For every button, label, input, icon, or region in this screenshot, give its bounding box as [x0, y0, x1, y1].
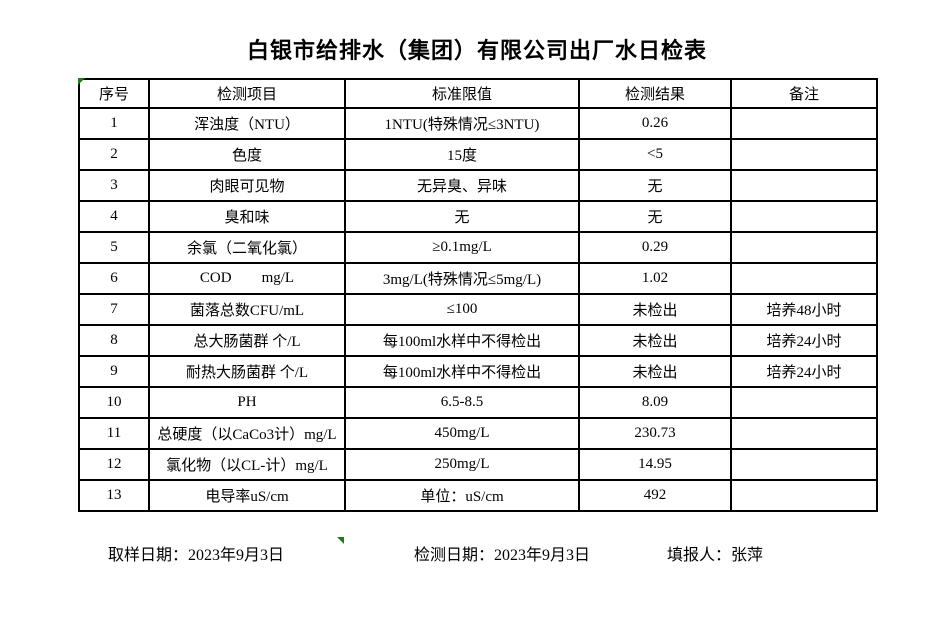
table-row: 11 总硬度（以CaCo3计）mg/L 450mg/L 230.73	[78, 417, 878, 450]
cell-no: 12	[78, 448, 150, 481]
cell-limit: 无	[344, 200, 580, 233]
table-row: 3 肉眼可见物 无异臭、异味无	[78, 169, 878, 202]
cell-no: 11	[78, 417, 150, 450]
cell-result: 未检出	[578, 324, 732, 357]
cell-item: 肉眼可见物	[148, 169, 346, 202]
cell-limit: 450mg/L	[344, 417, 580, 450]
cell-result: 492	[578, 479, 732, 512]
table-row: 12 氯化物（以CL-计）mg/L 250mg/L 14.95	[78, 448, 878, 481]
reporter-text: 填报人：张萍	[667, 547, 764, 564]
cell-item: 氯化物（以CL-计）mg/L	[148, 448, 346, 481]
header-remark: 备注	[730, 78, 878, 109]
cell-limit: ≥0.1mg/L	[344, 231, 580, 264]
table-body: 1 浑浊度（NTU） 1NTU(特殊情况≤3NTU) 0.26 2 色度 15度 <5 3 肉眼可…	[78, 107, 878, 512]
page-title: 白银市给排水（集团）有限公司出厂水日检表	[246, 38, 707, 63]
cell-result: 14.95	[578, 448, 732, 481]
footer: 取样日期：2023年9月3日 检测日期：2023年9月3日 填报人：张萍	[0, 541, 931, 564]
cell-result: 1.02	[578, 262, 732, 295]
header-limit: 标准限值	[344, 78, 580, 109]
table-row: 6 COD mg/L 3mg/L(特殊情况≤5mg/L) 1.02	[78, 262, 878, 295]
header-result: 检测结果	[578, 78, 732, 109]
table-row: 5 余氯（二氧化氯） ≥0.1mg/L 0.29	[78, 231, 878, 264]
cell-item: PH	[148, 386, 346, 419]
cell-remark	[730, 448, 878, 481]
cell-limit: 单位：uS/cm	[344, 479, 580, 512]
cell-result: 230.73	[578, 417, 732, 450]
cell-no: 13	[78, 479, 150, 512]
cell-item: 总硬度（以CaCo3计）mg/L	[148, 417, 346, 450]
cell-result: 无	[578, 169, 732, 202]
cell-result: 无	[578, 200, 732, 233]
cell-result: 未检出	[578, 355, 732, 388]
cell-no: 7	[78, 293, 150, 326]
cell-limit: 无异臭、异味	[344, 169, 580, 202]
cell-limit: 15度	[344, 138, 580, 171]
table-row: 1 浑浊度（NTU） 1NTU(特殊情况≤3NTU) 0.26	[78, 107, 878, 140]
cell-no: 3	[78, 169, 150, 202]
cell-remark	[730, 200, 878, 233]
green-cell-marker-icon	[337, 537, 344, 544]
cell-result: 8.09	[578, 386, 732, 419]
cell-item: 电导率uS/cm	[148, 479, 346, 512]
cell-remark	[730, 138, 878, 171]
cell-item: 余氯（二氧化氯）	[148, 231, 346, 264]
cell-remark	[730, 479, 878, 512]
table-row: 2 色度 15度 <5	[78, 138, 878, 171]
table-row: 8 总大肠菌群 个/L 每100ml水样中不得检出 未检出 培养24小时	[78, 324, 878, 357]
cell-remark	[730, 386, 878, 419]
green-corner-marker-icon	[78, 78, 85, 85]
cell-no: 2	[78, 138, 150, 171]
table-row: 9 耐热大肠菌群 个/L 每100ml水样中不得检出 未检出 培养24小时	[78, 355, 878, 388]
cell-limit: 每100ml水样中不得检出	[344, 324, 580, 357]
cell-limit: 每100ml水样中不得检出	[344, 355, 580, 388]
cell-result: <5	[578, 138, 732, 171]
header-no: 序号	[78, 78, 150, 109]
cell-item: COD mg/L	[148, 262, 346, 295]
cell-result: 0.29	[578, 231, 732, 264]
table-row: 7 菌落总数CFU/mL ≤100 未检出 培养48小时	[78, 293, 878, 326]
table-row: 10 PH 6.5-8.5 8.09	[78, 386, 878, 419]
cell-result: 0.26	[578, 107, 732, 140]
cell-no: 1	[78, 107, 150, 140]
cell-item: 菌落总数CFU/mL	[148, 293, 346, 326]
cell-limit: 1NTU(特殊情况≤3NTU)	[344, 107, 580, 140]
cell-no: 10	[78, 386, 150, 419]
cell-item: 总大肠菌群 个/L	[148, 324, 346, 357]
table-row: 4 臭和味无无	[78, 200, 878, 233]
table-row: 13 电导率uS/cm 单位：uS/cm 492	[78, 479, 878, 512]
cell-no: 5	[78, 231, 150, 264]
cell-result: 未检出	[578, 293, 732, 326]
inspection-table: 序号 检测项目 标准限值 检测结果 备注 1 浑浊度（NTU） 1NTU(特殊情况≤…	[78, 78, 878, 512]
test-date-text: 检测日期：2023年9月3日	[414, 547, 591, 564]
cell-no: 9	[78, 355, 150, 388]
cell-limit: 6.5-8.5	[344, 386, 580, 419]
header-item: 检测项目	[148, 78, 346, 109]
cell-no: 4	[78, 200, 150, 233]
cell-limit: ≤100	[344, 293, 580, 326]
cell-no: 6	[78, 262, 150, 295]
cell-remark	[730, 417, 878, 450]
cell-remark: 培养24小时	[730, 355, 878, 388]
cell-limit: 250mg/L	[344, 448, 580, 481]
cell-item: 浑浊度（NTU）	[148, 107, 346, 140]
sample-date-text: 取样日期：2023年9月3日	[108, 547, 285, 564]
cell-remark	[730, 231, 878, 264]
table-header-row: 序号 检测项目 标准限值 检测结果 备注	[78, 78, 878, 109]
cell-item: 耐热大肠菌群 个/L	[148, 355, 346, 388]
cell-remark	[730, 107, 878, 140]
cell-limit: 3mg/L(特殊情况≤5mg/L)	[344, 262, 580, 295]
cell-remark: 培养48小时	[730, 293, 878, 326]
cell-remark: 培养24小时	[730, 324, 878, 357]
cell-item: 臭和味	[148, 200, 346, 233]
cell-remark	[730, 169, 878, 202]
cell-remark	[730, 262, 878, 295]
cell-item: 色度	[148, 138, 346, 171]
cell-no: 8	[78, 324, 150, 357]
